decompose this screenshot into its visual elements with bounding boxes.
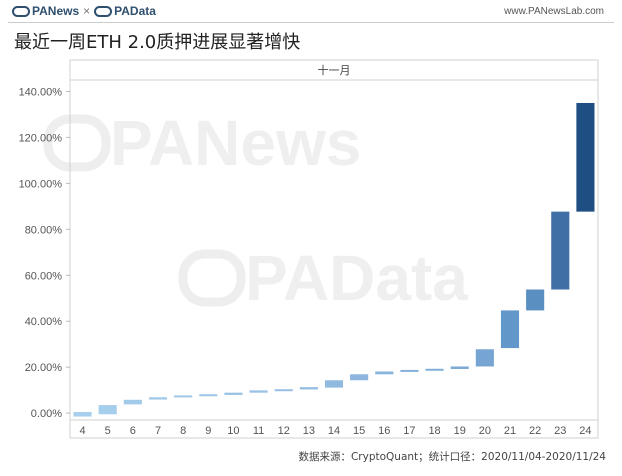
- month-header-label: 十一月: [318, 63, 351, 77]
- x-tick-label: 8: [180, 425, 186, 437]
- bar-day-17: [400, 369, 419, 372]
- bar-day-15: [350, 374, 369, 381]
- watermark-text: PAData: [245, 242, 468, 314]
- bar-day-11: [249, 390, 268, 393]
- x-tick-label: 10: [227, 425, 239, 437]
- watermark-logo-icon: [178, 249, 246, 307]
- plot-border: [69, 59, 599, 439]
- bar-day-13: [299, 387, 318, 390]
- x-tick-label: 24: [579, 425, 591, 437]
- x-axis: 4 5 6 7 8 9 10 11 12 13 14 15 16 17 18 19 20 21 22 23 24: [80, 425, 592, 437]
- watermark-logo-icon: [43, 114, 111, 172]
- chart-title: 最近一周ETH 2.0质押进展显著增快: [14, 32, 301, 53]
- x-tick-label: 21: [504, 425, 516, 437]
- y-tick-label: 0.00%: [31, 408, 62, 420]
- bar-day-14: [324, 380, 344, 388]
- bar-day-23: [551, 211, 570, 290]
- x-tick-label: 15: [353, 425, 365, 437]
- y-tick-label: 120.00%: [19, 132, 63, 144]
- x-tick-label: 23: [554, 425, 566, 437]
- x-tick-label: 17: [403, 425, 415, 437]
- y-tick-label: 40.00%: [25, 316, 63, 328]
- brand-padata: PAData: [114, 4, 156, 18]
- x-tick-label: 6: [130, 425, 136, 437]
- bar-day-19: [450, 366, 469, 369]
- brand-logos: PANews × PAData: [12, 4, 156, 18]
- bar-day-21: [500, 310, 520, 349]
- bar-day-22: [526, 289, 545, 311]
- watermark-layer: PANews PAData: [43, 107, 468, 314]
- header: PANews × PAData www.PANewsLab.com: [0, 0, 622, 24]
- x-tick-label: 7: [155, 425, 161, 437]
- bar-day-10: [224, 392, 243, 395]
- brand-separator: ×: [83, 4, 91, 18]
- brand-panews: PANews: [32, 4, 80, 18]
- site-url: www.PANewsLab.com: [504, 6, 604, 17]
- x-tick-label: 11: [253, 425, 264, 437]
- bars: [73, 102, 595, 417]
- x-tick-label: 5: [105, 425, 111, 437]
- y-axis: 0.00% 20.00% 40.00% 60.00% 80.00% 100.00% 120.…: [19, 86, 70, 420]
- bar-day-16: [375, 371, 394, 375]
- y-tick-label: 20.00%: [25, 362, 63, 374]
- panews-logo-icon: [12, 6, 30, 17]
- padata-logo-icon: [94, 6, 113, 17]
- x-tick-label: 18: [428, 425, 440, 437]
- x-tick-label: 20: [479, 425, 491, 437]
- x-tick-label: 12: [278, 425, 290, 437]
- watermark-text: PANews: [110, 107, 361, 179]
- x-tick-label: 19: [454, 425, 466, 437]
- bar-day-24: [576, 102, 595, 212]
- y-tick-label: 140.00%: [19, 86, 63, 98]
- bar-day-9: [199, 394, 218, 397]
- bar-day-7: [148, 397, 168, 400]
- x-tick-label: 4: [80, 425, 86, 437]
- y-tick-label: 60.00%: [25, 270, 63, 282]
- chart-frame: 十一月: [69, 59, 599, 439]
- x-tick-label: 22: [529, 425, 541, 437]
- bar-day-18: [425, 368, 444, 371]
- x-tick-label: 16: [378, 425, 390, 437]
- bar-day-8: [174, 395, 193, 398]
- bar-day-12: [274, 389, 293, 392]
- bar-day-20: [475, 349, 494, 367]
- x-tick-label: 9: [205, 425, 211, 437]
- bar-day-6: [123, 399, 142, 405]
- bar-day-5: [98, 405, 117, 415]
- x-tick-label: 13: [303, 425, 315, 437]
- x-tick-label: 14: [328, 425, 340, 437]
- header-divider: [8, 22, 614, 23]
- bar-day-4: [73, 411, 92, 417]
- source-note: 数据来源：CryptoQuant；统计口径：2020/11/04-2020/11…: [298, 451, 606, 463]
- y-tick-label: 100.00%: [19, 178, 63, 190]
- y-tick-label: 80.00%: [25, 224, 63, 236]
